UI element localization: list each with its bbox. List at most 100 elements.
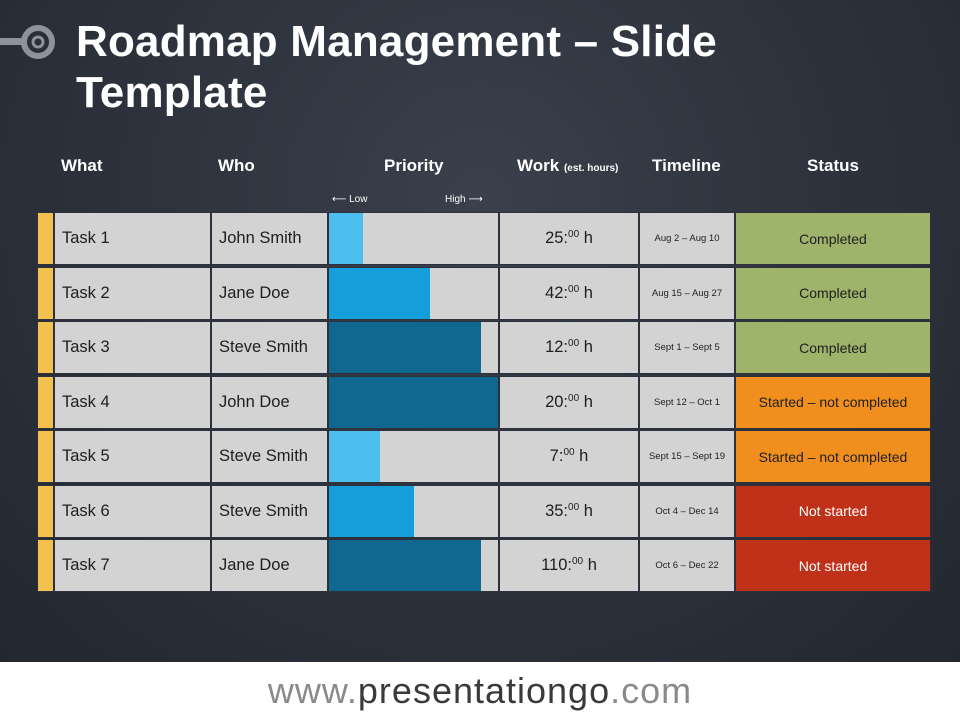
row-accent [37,430,54,483]
priority-high-label: High [445,194,466,205]
table-row: Task 7 Jane Doe 110: 00 h Oct 6 – Dec 22 Not … [37,539,931,594]
assignee-name: Steve Smith [219,338,308,356]
priority-bar [329,213,363,264]
task-name: Task 1 [62,229,110,247]
status-cell: Started – not completed [735,430,931,483]
assignee-name: John Smith [219,229,302,247]
table-row: Task 6 Steve Smith 35: 00 h Oct 4 – Dec 14 No… [37,484,931,540]
work-hours-cell: 7: 00 h [499,430,639,483]
header-who: Who [218,156,255,175]
table-row: Task 5 Steve Smith 7: 00 h Sept 15 – Sept 19… [37,430,931,485]
status-badge: Completed [799,285,867,301]
row-accent [37,321,54,374]
assignee-cell: Steve Smith [211,484,328,538]
task-name-cell: Task 7 [54,539,211,592]
arrow-right-icon: ⟶ [468,194,483,205]
work-minutes: 00 [568,392,580,404]
work-unit: h [574,447,589,465]
priority-bar [329,485,414,537]
header-what: What [61,156,103,175]
status-badge: Completed [799,230,867,247]
assignee-cell: Steve Smith [211,321,328,374]
timeline-range: Sept 15 – Sept 19 [648,451,726,462]
header-status: Status [807,156,859,175]
priority-low-label: Low [349,194,368,205]
timeline-cell: Aug 15 – Aug 27 [639,266,735,320]
timeline-range: Aug 2 – Aug 10 [654,233,720,244]
footer-suffix: .com [610,670,693,711]
priority-bar [329,267,431,319]
work-hours-cell: 25: 00 h [499,212,639,265]
status-cell: Completed [735,321,931,374]
priority-cell [328,321,499,374]
priority-cell [328,484,499,538]
priority-bar [329,322,482,373]
work-unit: h [579,392,593,411]
priority-bar [329,431,380,482]
status-badge: Not started [798,503,868,519]
task-name-cell: Task 3 [54,321,211,374]
work-hours: 12: [545,338,569,356]
priority-scale-low: ⟵ Low [332,194,367,205]
row-accent [37,375,54,429]
footer-url: www.presentationgo.com [0,662,960,720]
task-name: Task 5 [62,447,110,465]
priority-cell [328,539,499,592]
status-cell: Completed [735,266,931,320]
work-unit: h [583,556,597,574]
task-name: Task 2 [62,283,110,302]
timeline-cell: Aug 2 – Aug 10 [639,212,735,265]
table-row: Task 4 John Doe 20: 00 h Sept 12 – Oct 1 Star… [37,375,931,431]
footer-brand: presentationgo [357,670,611,711]
title-line-2: Template [76,68,268,117]
timeline-cell: Sept 12 – Oct 1 [639,375,735,429]
row-accent [37,539,54,592]
work-hours-cell: 110: 00 h [499,539,639,592]
header-work-label: Work [517,156,560,175]
header-work: Work (est. hours) [517,156,618,176]
assignee-cell: Steve Smith [211,430,328,483]
status-cell: Completed [735,212,931,265]
priority-cell [328,212,499,265]
assignee-name: Jane Doe [219,556,290,574]
status-badge: Started – not completed [758,394,908,410]
work-minutes: 00 [568,229,580,240]
priority-scale-high: High ⟶ [445,194,483,205]
work-hours: 42: [545,283,569,302]
header-timeline: Timeline [652,156,721,175]
assignee-cell: Jane Doe [211,266,328,320]
work-minutes: 00 [568,283,580,295]
table-row: Task 1 John Smith 25: 00 h Aug 2 – Aug 10 Com… [37,212,931,267]
work-hours: 20: [545,392,569,411]
work-unit: h [579,501,593,520]
assignee-name: Jane Doe [219,283,290,302]
title-line-1: Roadmap Management – Slide [76,17,717,66]
priority-bar [329,376,498,428]
timeline-cell: Sept 1 – Sept 5 [639,321,735,374]
work-unit: h [579,283,593,302]
status-badge: Started – not completed [758,448,908,465]
assignee-name: Steve Smith [219,501,308,520]
work-minutes: 00 [568,501,580,513]
row-accent [37,484,54,538]
assignee-cell: John Smith [211,212,328,265]
status-badge: Completed [799,339,867,356]
task-name-cell: Task 6 [54,484,211,538]
task-name: Task 7 [62,556,110,574]
work-unit: h [579,338,593,356]
work-hours: 35: [545,501,569,520]
priority-cell [328,430,499,483]
assignee-name: John Doe [219,392,290,411]
work-hours-cell: 35: 00 h [499,484,639,538]
timeline-range: Oct 4 – Dec 14 [655,505,719,517]
timeline-range: Aug 15 – Aug 27 [651,287,723,299]
header-work-unit: (est. hours) [563,163,619,174]
task-name: Task 4 [62,392,110,411]
work-hours: 25: [545,229,569,247]
status-badge: Not started [798,557,868,574]
priority-cell [328,375,499,429]
table-row: Task 3 Steve Smith 12: 00 h Sept 1 – Sept 5 C… [37,321,931,376]
arrow-left-icon: ⟵ [332,194,347,205]
work-hours: 110: [541,556,572,574]
page-title: Roadmap Management – Slide Template [76,16,896,118]
